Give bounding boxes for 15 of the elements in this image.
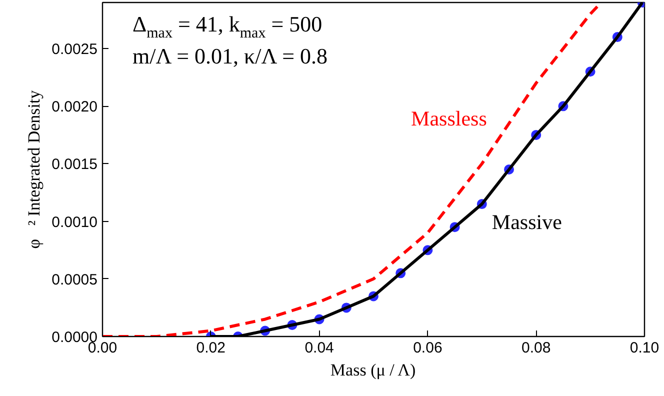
- x-tick-label: 0.06: [413, 340, 442, 356]
- y-axis-title: φ⃗² Integrated Density: [24, 90, 44, 249]
- x-axis-title: Mass (μ / Λ): [330, 360, 416, 380]
- y-tick-label: 0.0005: [52, 271, 98, 288]
- x-tick-label: 0.04: [304, 340, 334, 356]
- x-tick-label: 0.10: [630, 340, 660, 356]
- y-tick-label: 0.0025: [52, 41, 98, 58]
- series-label: Massless: [411, 106, 487, 131]
- series-label: Massive: [492, 210, 562, 234]
- x-tick-label: 0.02: [196, 340, 226, 356]
- y-tick-label: 0.0015: [52, 156, 98, 174]
- y-tick-label: 0.0020: [52, 98, 98, 116]
- annotation: m/Λ = 0.01, κ/Λ = 0.8: [132, 44, 328, 68]
- x-tick-label: 0.08: [522, 340, 551, 356]
- y-tick-label: 0.0010: [52, 214, 98, 231]
